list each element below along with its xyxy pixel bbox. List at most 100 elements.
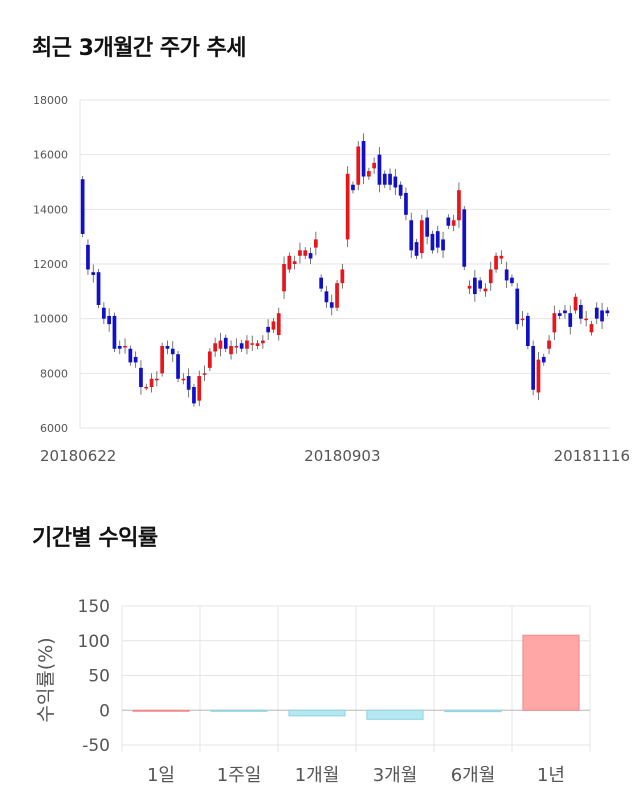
candle xyxy=(441,231,445,258)
candle xyxy=(319,274,324,292)
candle xyxy=(324,285,329,308)
candle-body xyxy=(303,250,308,256)
candle xyxy=(478,277,483,292)
candle-body xyxy=(276,313,281,336)
candle xyxy=(372,157,377,174)
candle xyxy=(600,302,604,330)
candle xyxy=(563,305,567,319)
returns-x-tick-label: 1개월 xyxy=(295,765,340,786)
candle-body xyxy=(409,220,414,251)
candle-body xyxy=(250,343,255,345)
candle-body xyxy=(282,264,286,292)
candle-body xyxy=(229,346,233,355)
returns-x-tick-label: 3개월 xyxy=(373,765,418,786)
candle xyxy=(298,242,302,264)
candle-body xyxy=(340,269,345,284)
candle-body xyxy=(351,184,355,191)
returns-bar xyxy=(522,634,580,711)
candle-body xyxy=(419,220,424,254)
candle xyxy=(557,309,562,320)
candle xyxy=(91,264,96,283)
returns-x-ticks: 1일 1주일 1개월 3개월 6개월 1년 xyxy=(147,765,565,786)
returns-y-tick-label: -50 xyxy=(82,736,110,756)
candle-body xyxy=(292,261,297,264)
candle xyxy=(462,206,467,271)
candle xyxy=(520,311,525,327)
price-y-tick-label: 8000 xyxy=(40,367,68,380)
candle-body xyxy=(308,253,313,259)
candle xyxy=(266,319,271,340)
returns-y-axis-label: 수익률(%) xyxy=(35,637,57,722)
candle xyxy=(366,167,371,180)
candle xyxy=(594,302,599,325)
candle-body xyxy=(298,250,302,256)
candle-body xyxy=(101,307,106,319)
candle xyxy=(255,339,260,350)
candle xyxy=(223,334,228,353)
candle-body xyxy=(398,184,403,196)
candle xyxy=(170,341,175,362)
candle xyxy=(133,351,138,368)
candle-body xyxy=(170,348,175,355)
candle xyxy=(282,256,286,299)
price-x-tick-label: 20180622 xyxy=(40,447,116,465)
candle xyxy=(181,373,186,385)
returns-y-tick-label: 100 xyxy=(78,632,110,652)
candle xyxy=(197,370,202,407)
candle xyxy=(589,320,594,336)
candle xyxy=(86,239,90,275)
price-y-ticks: 18000 16000 14000 12000 10000 8000 6000 xyxy=(33,94,68,435)
price-y-tick-label: 10000 xyxy=(33,313,68,326)
price-x-tick-label: 20181116 xyxy=(554,447,630,465)
candle-body xyxy=(414,242,419,256)
candle-body xyxy=(186,376,191,390)
candle-body xyxy=(600,310,604,322)
returns-y-tick-label: 150 xyxy=(78,597,110,617)
returns-bar xyxy=(210,709,268,712)
candle xyxy=(531,340,536,396)
candle-body xyxy=(552,313,557,333)
candle xyxy=(457,182,461,228)
price-chart-title: 최근 3개월간 주가 추세 xyxy=(32,36,246,61)
candle xyxy=(515,283,520,330)
candles xyxy=(80,133,610,407)
price-x-tick-label: 20180903 xyxy=(304,447,380,465)
candle xyxy=(123,338,127,354)
candle xyxy=(213,337,218,357)
candle-body xyxy=(568,313,573,327)
candle-body xyxy=(462,209,467,267)
candle-body xyxy=(324,291,329,303)
candle-body xyxy=(287,255,292,270)
candle xyxy=(117,340,122,355)
candle xyxy=(250,335,255,351)
candle-body xyxy=(515,288,520,325)
candle xyxy=(335,279,339,312)
returns-bar xyxy=(366,709,424,720)
candle-body xyxy=(483,288,488,292)
candle xyxy=(605,307,610,317)
candle-body xyxy=(547,340,551,349)
candle-body xyxy=(239,343,244,349)
candle xyxy=(568,305,573,335)
price-y-tick-label: 16000 xyxy=(33,149,68,162)
candle-body xyxy=(457,190,461,221)
returns-bar xyxy=(132,709,190,712)
candle-body xyxy=(96,272,101,305)
candle-body xyxy=(133,356,138,363)
candle xyxy=(128,345,133,366)
candle-body xyxy=(478,280,483,289)
returns-x-tick-label: 1년 xyxy=(537,765,565,786)
candle-body xyxy=(605,310,610,314)
candle xyxy=(525,312,530,350)
candle-body xyxy=(467,285,472,289)
candle xyxy=(510,274,514,287)
candle-body xyxy=(536,359,541,393)
candle xyxy=(356,141,361,191)
candle xyxy=(409,212,414,258)
candle-body xyxy=(472,277,477,295)
candle-body xyxy=(139,367,143,387)
candle xyxy=(573,293,578,314)
candle-body xyxy=(117,346,122,349)
candle xyxy=(467,280,472,295)
